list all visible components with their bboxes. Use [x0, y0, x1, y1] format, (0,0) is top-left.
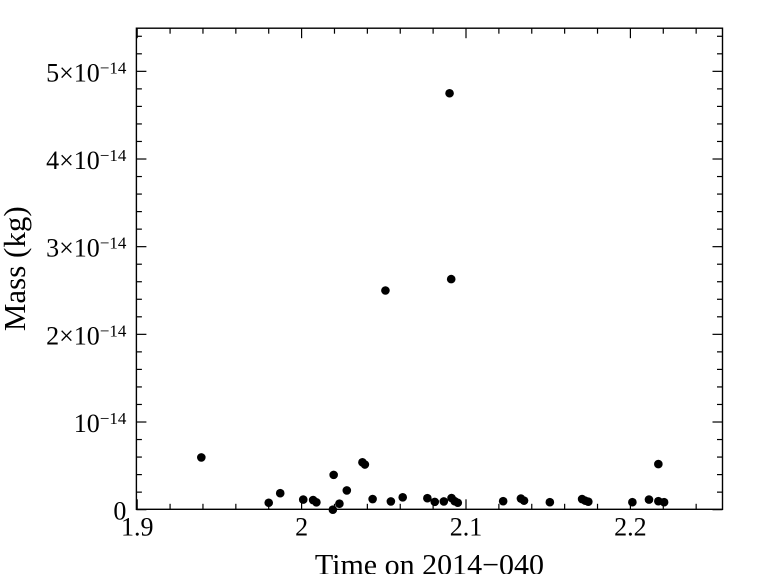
svg-text:3×10−14: 3×10−14	[46, 234, 127, 263]
svg-text:Mass (kg): Mass (kg)	[0, 206, 32, 331]
svg-text:2×10−14: 2×10−14	[46, 321, 127, 350]
svg-text:Time on 2014−040: Time on 2014−040	[315, 548, 544, 574]
svg-text:4×10−14: 4×10−14	[46, 146, 127, 175]
svg-text:10−14: 10−14	[74, 409, 127, 438]
svg-text:2.2: 2.2	[614, 512, 647, 541]
svg-text:0: 0	[113, 497, 126, 526]
svg-text:2: 2	[295, 512, 308, 541]
svg-text:2.1: 2.1	[450, 512, 483, 541]
svg-text:5×10−14: 5×10−14	[46, 58, 127, 87]
